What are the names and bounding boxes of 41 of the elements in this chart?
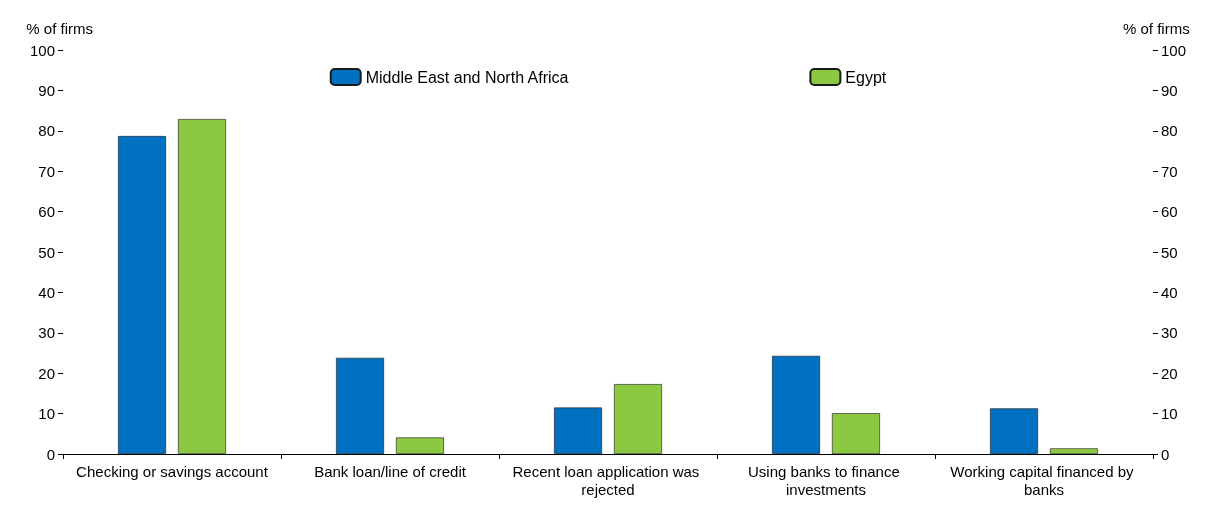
y2-tick-label: 20 (1161, 364, 1178, 382)
y-tick-label: 10 (38, 405, 55, 423)
y2-tick-label: 80 (1161, 122, 1178, 140)
x-tick-label: Recent loan application was rejected (512, 462, 704, 498)
y-tick-label: 0 (46, 445, 55, 463)
y-tick-label: 40 (38, 283, 55, 301)
y-tick-label: 80 (38, 122, 55, 140)
bar (336, 357, 385, 454)
y2-tick-label: 0 (1161, 445, 1170, 463)
bar (554, 407, 603, 454)
y-tick-label: 70 (38, 162, 55, 180)
x-tick-label: Checking or savings account (76, 462, 269, 480)
bar (832, 413, 880, 454)
y-tick-label: 90 (38, 81, 55, 99)
x-tick-label: Using banks to finance investments (748, 462, 904, 498)
y-tick-label: 30 (38, 324, 55, 342)
bar (772, 355, 821, 454)
y2-tick-label: 30 (1161, 324, 1178, 342)
y-tick-label: 100 (29, 41, 55, 59)
y2-tick-label: 50 (1161, 243, 1178, 261)
y2-tick-label: 40 (1161, 283, 1178, 301)
y2-tick-label: 100 (1161, 41, 1187, 59)
bar (118, 136, 167, 454)
bar (1050, 448, 1098, 454)
y2-tick-label: 10 (1161, 405, 1178, 423)
y-tick-label: 20 (38, 364, 55, 382)
bar (990, 408, 1039, 454)
y-axis-title: % of firms (26, 20, 93, 37)
legend-label: Middle East and North Africa (365, 68, 569, 86)
bar (613, 384, 662, 454)
y-tick-label: 60 (38, 203, 55, 221)
y2-tick-label: 90 (1161, 81, 1178, 99)
x-tick-label: Bank loan/line of credit (314, 462, 467, 480)
y-tick-label: 50 (38, 243, 55, 261)
y2-tick-label: 60 (1161, 203, 1178, 221)
x-tick-label: Working capital financed by banks (950, 462, 1138, 498)
bar (177, 119, 226, 454)
y2-axis-title: % of firms (1123, 20, 1190, 37)
bar (396, 437, 444, 454)
legend-label: Egypt (845, 68, 887, 86)
y2-tick-label: 70 (1161, 162, 1178, 180)
